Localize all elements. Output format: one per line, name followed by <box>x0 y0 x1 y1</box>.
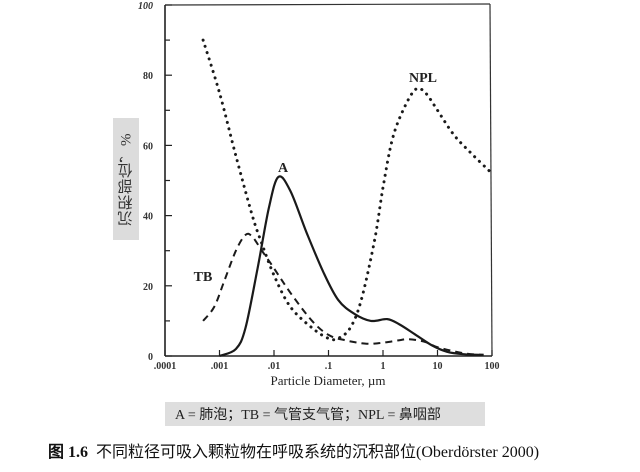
y-tick-label: 20 <box>143 282 153 293</box>
y-tick-label: 80 <box>143 71 153 82</box>
figure-caption: 图 1.6 不同粒径可吸入颗粒物在呼吸系统的沉积部位(Oberdörster 20… <box>48 438 539 462</box>
series-tb-line <box>202 232 484 356</box>
data-series <box>201 38 494 358</box>
x-tick-label: .0001 <box>154 361 177 372</box>
y-tick-label: 100 <box>138 1 153 12</box>
x-tick-label: 100 <box>485 361 500 372</box>
series-label-a: A <box>278 161 289 176</box>
y-tick-label: 60 <box>143 141 153 152</box>
x-axis-label: Particle Diameter, µm <box>271 373 386 388</box>
x-tick-label: .1 <box>325 361 333 372</box>
legend-text: A = 肺泡；TB = 气管支气管；NPL = 鼻咽部 <box>175 408 441 423</box>
chart-plot: 0 20 40 60 80 100 .0001 .001 .01 .1 1 10 100 A TB NPL… <box>138 1 500 388</box>
x-tick-label: 1 <box>381 361 386 372</box>
series-label-npl: NPL <box>409 71 437 86</box>
series-labels: A TB NPL <box>194 71 437 285</box>
series-npl-line <box>201 38 494 342</box>
legend-box: A = 肺泡；TB = 气管支气管；NPL = 鼻咽部 <box>165 402 485 426</box>
figure-number: 图 1.6 <box>48 444 89 461</box>
plot-frame <box>164 3 493 357</box>
series-label-tb: TB <box>194 270 213 285</box>
y-tick-label: 40 <box>143 212 153 223</box>
y-tick-label: 0 <box>148 352 153 363</box>
y-axis-ticks: 0 20 40 60 80 100 <box>138 1 172 363</box>
x-tick-label: 10 <box>433 361 443 372</box>
caption-text: 不同粒径可吸入颗粒物在呼吸系统的沉积部位(Oberdörster 2000) <box>96 444 540 461</box>
x-tick-label: .01 <box>268 361 281 372</box>
y-axis-label-background <box>113 118 139 240</box>
y-axis-label: 沉积部位，% <box>118 132 135 226</box>
x-tick-label: .001 <box>211 361 229 372</box>
series-a-line <box>219 175 484 358</box>
x-axis-ticks: .0001 .001 .01 .1 1 10 100 <box>154 350 500 372</box>
